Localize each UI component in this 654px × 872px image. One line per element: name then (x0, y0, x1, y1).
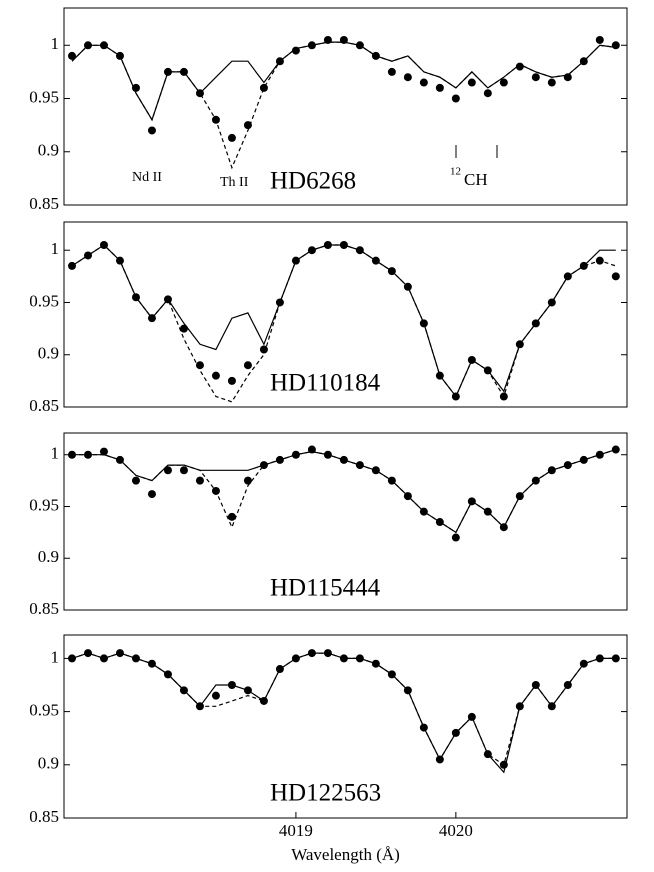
model-dashed (71, 652, 616, 766)
data-point (403, 73, 412, 82)
data-point (595, 35, 604, 44)
annotation: CH (464, 170, 488, 189)
data-point (515, 62, 524, 71)
data-point (195, 476, 204, 485)
plot-frame (63, 432, 628, 611)
data-point (67, 450, 76, 459)
data-point (227, 376, 236, 385)
data-point (67, 654, 76, 663)
star-label: HD122563 (270, 780, 381, 807)
x-tick-label: 4020 (439, 821, 473, 840)
data-point (483, 89, 492, 98)
data-point (227, 512, 236, 521)
data-point (387, 67, 396, 76)
model-dashed (72, 449, 616, 534)
data-point (179, 324, 188, 333)
y-tick-label: 0.85 (29, 396, 59, 415)
data-point (259, 345, 268, 354)
y-tick-label: 1 (51, 34, 60, 53)
data-point (147, 126, 156, 135)
model-solid (71, 652, 616, 774)
y-tick-label: 0.85 (29, 807, 59, 826)
data-point (211, 691, 220, 700)
data-point (499, 78, 508, 87)
x-tick-label: 4019 (279, 821, 313, 840)
y-tick-label: 0.95 (29, 495, 59, 514)
data-point (179, 466, 188, 475)
y-tick-label: 1 (51, 239, 60, 258)
annotation: Nd II (132, 170, 162, 185)
star-label: HD115444 (270, 575, 381, 602)
data-point (547, 78, 556, 87)
data-point (611, 445, 620, 454)
y-tick-label: 0.85 (29, 194, 59, 213)
y-tick-label: 1 (51, 444, 60, 463)
data-point (227, 133, 236, 142)
y-tick-label: 0.9 (38, 141, 59, 160)
plot-frame (63, 634, 628, 819)
annotation: Th II (220, 175, 249, 190)
y-tick-label: 0.9 (38, 344, 59, 363)
data-point (611, 654, 620, 663)
data-point (147, 490, 156, 499)
y-tick-label: 0.95 (29, 87, 59, 106)
star-label: HD110184 (270, 370, 381, 397)
model-solid (71, 41, 616, 122)
data-point (99, 447, 108, 456)
data-point (195, 361, 204, 370)
y-tick-label: 0.95 (29, 291, 59, 310)
data-point (451, 533, 460, 542)
model-dashed (71, 41, 616, 170)
plot-frame (63, 7, 628, 206)
plot-frame (63, 221, 628, 408)
data-point (243, 361, 252, 370)
annotation: 12 (450, 166, 461, 178)
data-point (163, 466, 172, 475)
y-tick-label: 0.95 (29, 701, 59, 720)
data-point (611, 41, 620, 50)
data-point (419, 78, 428, 87)
data-point (467, 78, 476, 87)
data-point (451, 94, 460, 103)
y-tick-label: 1 (51, 647, 60, 666)
data-point (131, 476, 140, 485)
data-point (211, 371, 220, 380)
data-point (67, 261, 76, 270)
y-tick-label: 0.85 (29, 599, 59, 618)
x-axis-label: Wavelength (Å) (291, 845, 400, 864)
y-tick-label: 0.9 (38, 754, 59, 773)
data-point (611, 272, 620, 281)
y-tick-label: 0.9 (38, 547, 59, 566)
data-point (259, 83, 268, 92)
model-dashed (71, 244, 616, 403)
data-point (67, 51, 76, 60)
star-label: HD6268 (270, 168, 356, 195)
data-point (243, 121, 252, 130)
data-point (531, 73, 540, 82)
data-point (243, 476, 252, 485)
data-point (435, 83, 444, 92)
